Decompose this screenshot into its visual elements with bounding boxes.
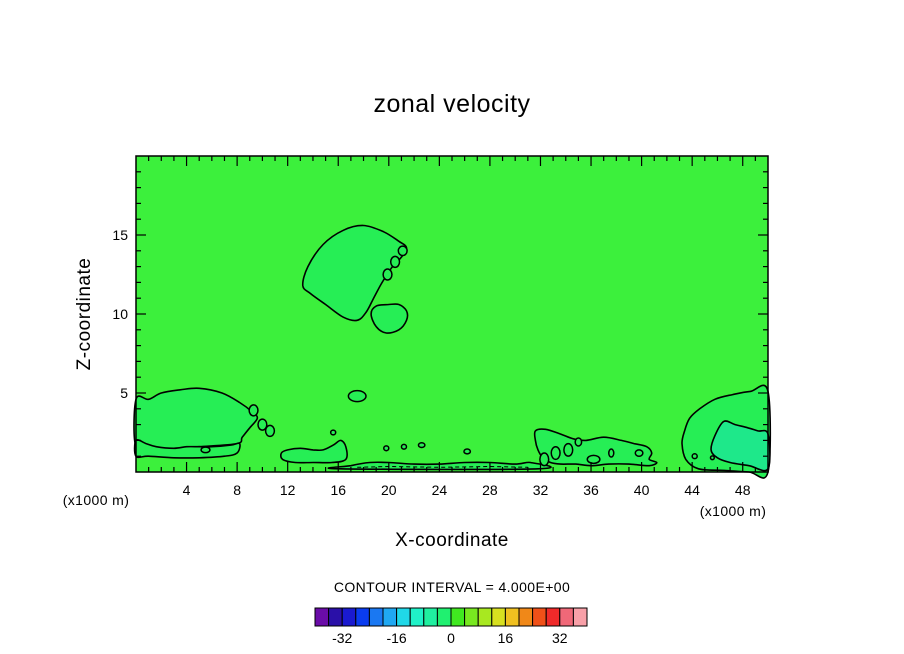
colorbar-swatch (355, 607, 370, 627)
dashed-contours (357, 465, 528, 468)
small-contour-19 (634, 449, 644, 457)
colorbar-swatch (436, 607, 452, 627)
chart-title: zonal velocity (373, 90, 530, 118)
y-axis-label: Z-coordinate (74, 258, 95, 371)
small-contour-0 (382, 268, 393, 281)
small-contour-1 (389, 255, 401, 269)
x-tick-label: 12 (280, 482, 296, 498)
small-contour-21 (709, 455, 716, 461)
small-contour-7 (200, 446, 211, 454)
small-contour-17 (586, 454, 601, 465)
x-tick-label: 36 (583, 482, 599, 498)
plot-area (133, 155, 772, 479)
small-contour-6 (264, 424, 276, 438)
x-unit-left: (x1000 m) (63, 492, 130, 508)
small-contour-12 (463, 448, 472, 455)
small-contour-10 (400, 443, 408, 450)
colorbar-swatch (464, 607, 479, 627)
y-tick-label: 5 (120, 385, 128, 401)
contour-left-lower-band (133, 439, 241, 459)
colorbar-swatch (314, 607, 330, 627)
x-tick-label: 20 (381, 482, 397, 498)
dashed-contour-near-surface-negative (357, 465, 528, 468)
colorbar (314, 607, 588, 627)
small-contour-11 (417, 441, 426, 449)
colorbar-swatch (423, 607, 438, 627)
contour-interval-label: CONTOUR INTERVAL = 4.000E+00 (334, 579, 570, 595)
x-tick-label: 44 (684, 482, 700, 498)
y-tick-label: 15 (112, 227, 128, 243)
contour-small-blob-mid (370, 303, 409, 334)
x-tick-label: 40 (634, 482, 650, 498)
small-contour-14 (550, 445, 561, 461)
small-contour-3 (347, 389, 367, 403)
small-contour-18 (608, 448, 615, 458)
colorbar-swatch (518, 607, 534, 627)
colorbar-swatch (504, 607, 520, 627)
colorbar-tick-label: -16 (386, 630, 406, 646)
small-contour-2 (397, 245, 408, 257)
x-tick-label: 4 (183, 482, 191, 498)
x-tick-labels: 4 8 12 16 20 24 28 32 36 40 44 48 (183, 482, 751, 498)
contour-mid-strip-a (279, 439, 348, 464)
axis-ticks (136, 156, 768, 472)
colorbar-swatch (450, 607, 466, 627)
colorbar-tick-label: -32 (332, 630, 352, 646)
colorbar-swatch (328, 607, 343, 627)
y-tick-label: 10 (112, 306, 128, 322)
colorbar-swatch (532, 607, 547, 627)
colorbar-swatch (477, 607, 493, 627)
small-contour-16 (574, 437, 583, 447)
colorbar-swatch (409, 607, 425, 627)
colorbar-swatch (396, 607, 411, 627)
colorbar-swatch (545, 607, 561, 627)
colorbar-tick-label: 32 (552, 630, 568, 646)
colorbar-tick-label: 16 (498, 630, 514, 646)
small-contour-20 (691, 453, 698, 460)
contour-regions (133, 224, 772, 479)
colorbar-tick-label: 0 (447, 630, 455, 646)
colorbar-swatch (368, 607, 384, 627)
x-tick-label: 28 (482, 482, 498, 498)
x-tick-label: 48 (735, 482, 751, 498)
small-contour-4 (248, 404, 259, 417)
small-contour-5 (257, 418, 268, 431)
x-axis-label: X-coordinate (395, 530, 509, 551)
x-tick-label: 8 (233, 482, 241, 498)
small-contour-8 (329, 429, 337, 436)
small-contour-13 (539, 452, 550, 467)
colorbar-swatch (572, 607, 588, 627)
x-tick-label: 24 (432, 482, 448, 498)
colorbar-swatch (382, 607, 398, 627)
x-tick-label: 16 (330, 482, 346, 498)
colorbar-swatch (559, 607, 574, 627)
contour-right-dome-inner (710, 420, 771, 472)
x-unit-right: (x1000 m) (700, 503, 767, 519)
small-contour-15 (563, 442, 574, 457)
colorbar-swatch (341, 607, 357, 627)
colorbar-swatch (491, 607, 506, 627)
small-contours (200, 245, 716, 467)
x-tick-label: 32 (533, 482, 549, 498)
small-contour-9 (383, 445, 390, 452)
colorbar-tick-labels: -32 -16 0 16 32 (332, 630, 568, 646)
y-tick-labels: 5 10 15 (112, 227, 128, 401)
